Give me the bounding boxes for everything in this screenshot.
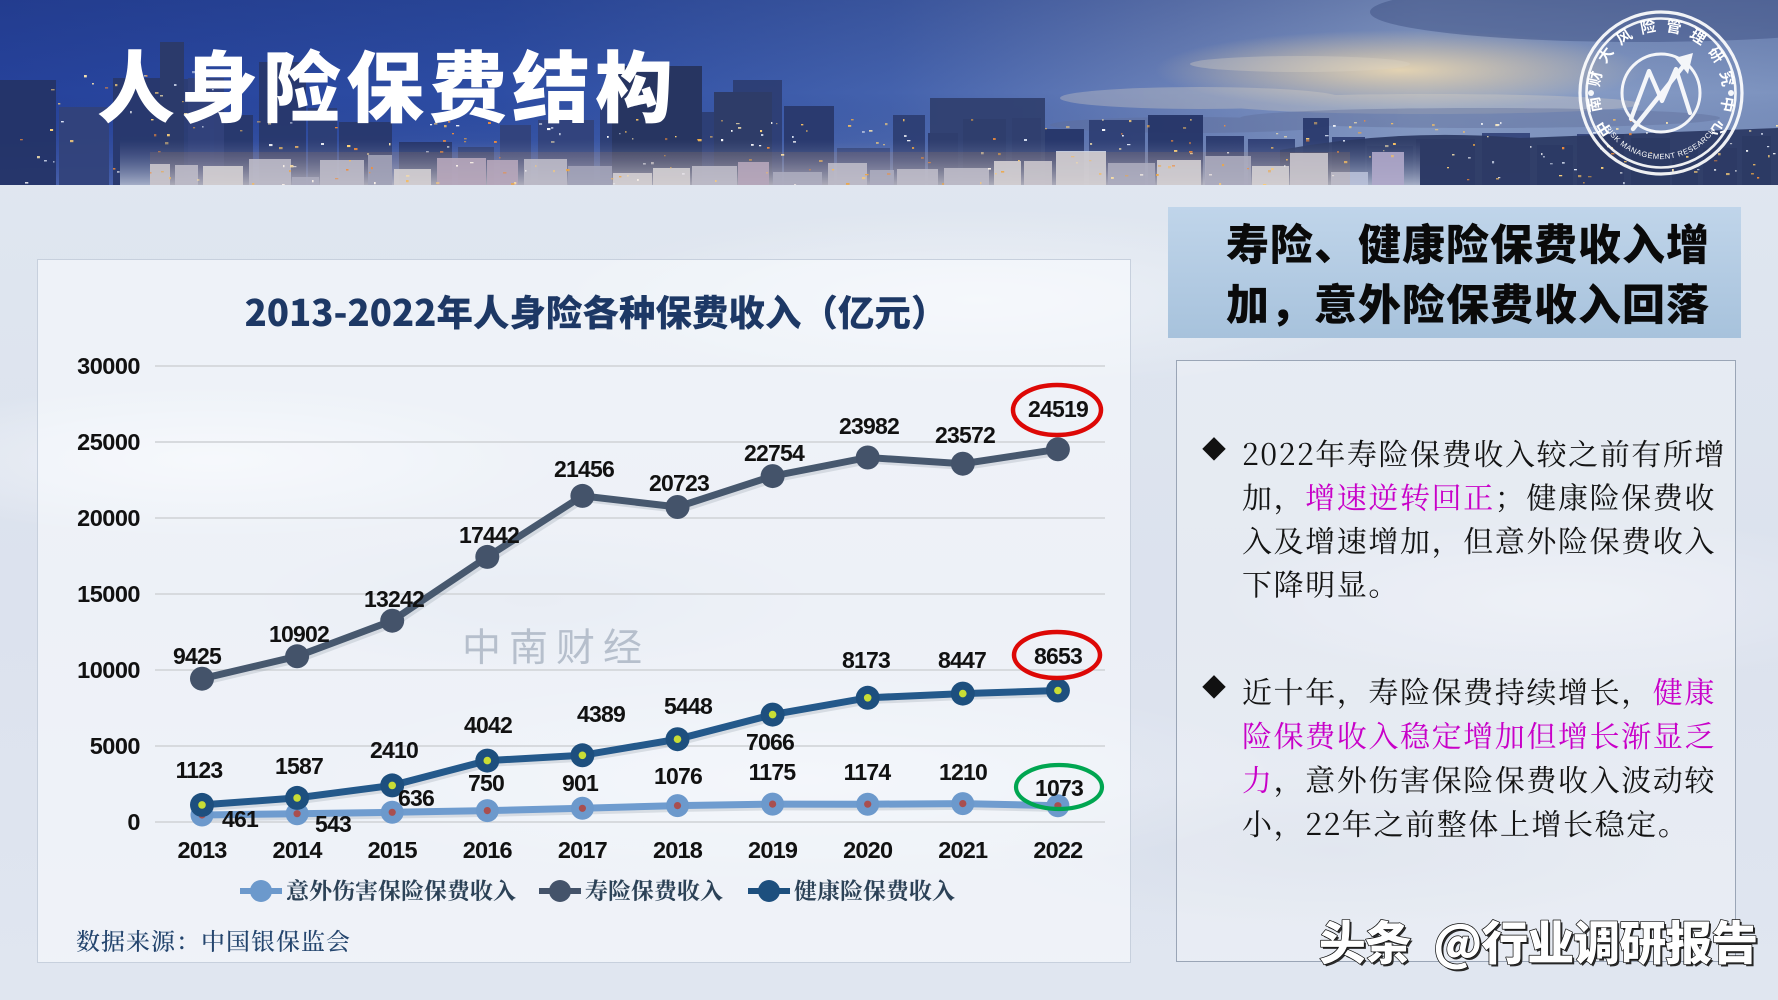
svg-text:1587: 1587 <box>275 753 323 779</box>
svg-text:2022: 2022 <box>1033 837 1083 863</box>
svg-text:20000: 20000 <box>77 505 140 531</box>
svg-text:2016: 2016 <box>463 837 513 863</box>
svg-text:901: 901 <box>562 770 599 796</box>
svg-text:5000: 5000 <box>90 733 141 759</box>
svg-text:0: 0 <box>127 809 140 835</box>
svg-text:23982: 23982 <box>839 413 899 439</box>
svg-text:1123: 1123 <box>176 757 223 783</box>
svg-text:2021: 2021 <box>938 837 988 863</box>
svg-text:1175: 1175 <box>749 759 797 785</box>
svg-text:7066: 7066 <box>746 729 794 755</box>
svg-text:24519: 24519 <box>1028 396 1088 422</box>
svg-text:2014: 2014 <box>273 837 323 863</box>
svg-text:2020: 2020 <box>843 837 893 863</box>
svg-text:4042: 4042 <box>464 712 512 738</box>
svg-text:2019: 2019 <box>748 837 798 863</box>
svg-text:22754: 22754 <box>744 440 805 466</box>
svg-text:2013: 2013 <box>177 837 227 863</box>
svg-text:10902: 10902 <box>269 621 329 647</box>
svg-text:21456: 21456 <box>554 456 614 482</box>
svg-text:8447: 8447 <box>938 647 986 673</box>
svg-text:636: 636 <box>398 785 434 811</box>
svg-text:2018: 2018 <box>653 837 703 863</box>
svg-text:23572: 23572 <box>935 422 995 448</box>
svg-text:2017: 2017 <box>558 837 608 863</box>
svg-text:2410: 2410 <box>370 737 418 763</box>
svg-text:1076: 1076 <box>654 763 702 789</box>
svg-text:25000: 25000 <box>77 429 140 455</box>
svg-text:8653: 8653 <box>1034 643 1082 669</box>
svg-text:1073: 1073 <box>1035 775 1083 801</box>
svg-text:543: 543 <box>315 811 351 837</box>
svg-text:2015: 2015 <box>368 837 418 863</box>
svg-text:10000: 10000 <box>77 657 140 683</box>
svg-text:9425: 9425 <box>173 643 222 669</box>
svg-text:13242: 13242 <box>364 586 424 612</box>
svg-text:1210: 1210 <box>939 759 987 785</box>
svg-text:30000: 30000 <box>77 353 140 379</box>
svg-text:17442: 17442 <box>459 522 519 548</box>
svg-text:8173: 8173 <box>842 647 890 673</box>
svg-text:4389: 4389 <box>577 701 625 727</box>
svg-text:461: 461 <box>222 806 259 832</box>
svg-text:1174: 1174 <box>844 759 892 785</box>
svg-text:750: 750 <box>468 770 504 796</box>
svg-text:5448: 5448 <box>664 693 713 719</box>
svg-text:20723: 20723 <box>649 470 709 496</box>
svg-text:15000: 15000 <box>77 581 140 607</box>
